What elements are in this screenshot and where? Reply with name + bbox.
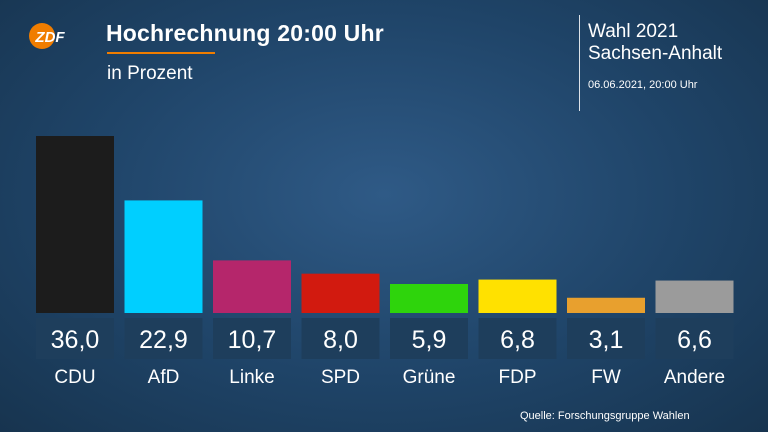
title-underline — [107, 52, 215, 54]
timestamp: 06.06.2021, 20:00 Uhr — [588, 79, 698, 91]
value-box-fw — [567, 318, 645, 359]
value-box-linke — [213, 318, 291, 359]
value-label-andere: 6,6 — [677, 326, 712, 354]
value-box-afd — [124, 318, 203, 359]
bar-gruene — [390, 283, 468, 313]
category-label-linke: Linke — [229, 367, 274, 388]
source-note: Quelle: Forschungsgruppe Wahlen — [520, 410, 690, 422]
bar-andere — [655, 280, 734, 313]
value-box-gruene — [390, 318, 468, 359]
bar-cdu — [36, 136, 114, 313]
category-label-gruene: Grüne — [403, 367, 456, 388]
category-label-cdu: CDU — [54, 367, 95, 388]
page-title: Hochrechnung 20:00 Uhr — [106, 20, 384, 46]
election-year: Wahl 2021 — [588, 21, 679, 42]
election-info: Wahl 2021 Sachsen-Anhalt — [588, 21, 722, 65]
value-label-spd: 8,0 — [323, 326, 358, 354]
bar-spd — [301, 273, 380, 313]
value-label-afd: 22,9 — [139, 326, 188, 354]
value-label-fw: 3,1 — [589, 326, 624, 354]
category-label-spd: SPD — [321, 367, 360, 388]
bar-linke — [213, 260, 291, 313]
value-box-spd — [301, 318, 380, 359]
bar-afd — [124, 200, 203, 313]
value-box-andere — [655, 318, 734, 359]
zdf-logo: ZDF — [29, 23, 65, 49]
category-label-andere: Andere — [664, 367, 725, 388]
value-label-fdp: 6,8 — [500, 326, 535, 354]
value-box-cdu — [36, 318, 114, 359]
category-label-afd: AfD — [148, 367, 180, 388]
page-subtitle: in Prozent — [107, 63, 193, 84]
value-label-gruene: 5,9 — [412, 326, 447, 354]
header-divider — [579, 15, 580, 111]
value-label-cdu: 36,0 — [51, 326, 100, 354]
bar-fw — [567, 297, 645, 313]
category-label-fw: FW — [591, 367, 621, 388]
value-box-fdp — [478, 318, 557, 359]
election-region: Sachsen-Anhalt — [588, 43, 723, 64]
zdf-logo-text: ZDF — [34, 29, 65, 46]
category-label-fdp: FDP — [499, 367, 537, 388]
value-label-linke: 10,7 — [228, 326, 277, 354]
bar-fdp — [478, 279, 557, 313]
